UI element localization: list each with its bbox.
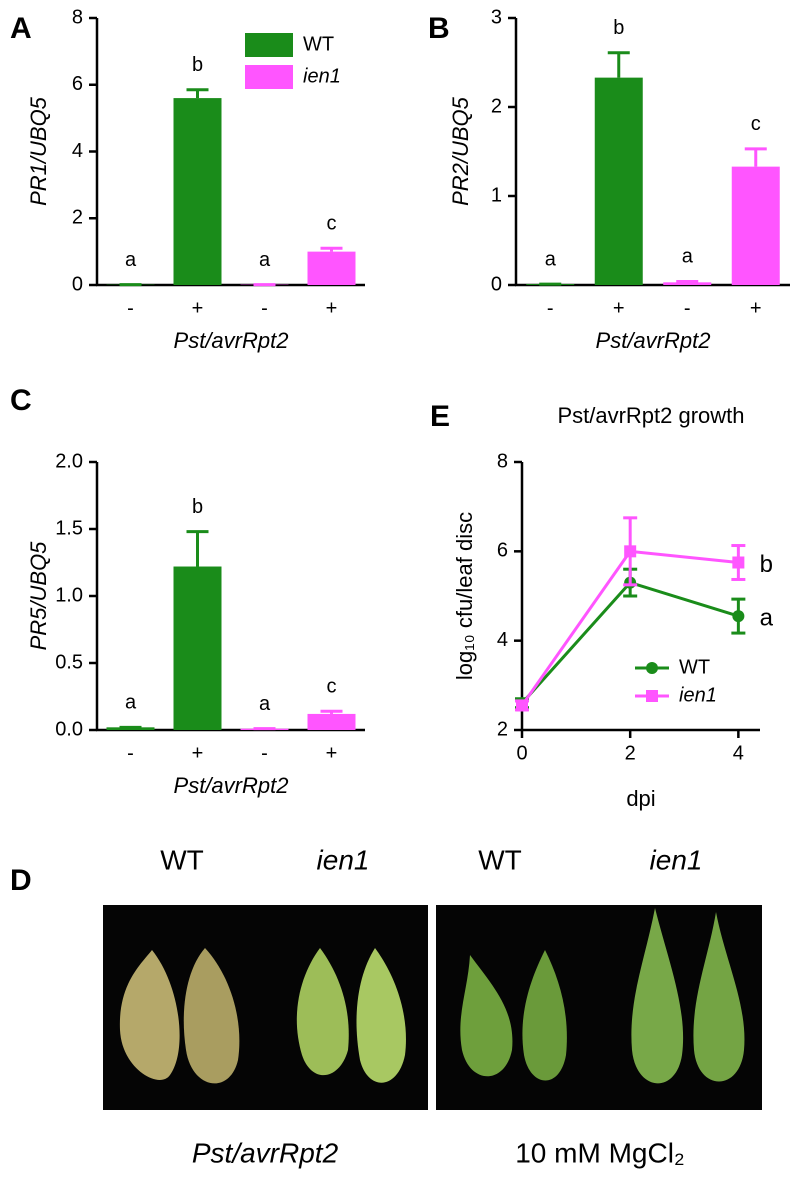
y-tick-label: 4 [497,629,508,651]
y-tick-label: 0 [491,273,502,295]
annotation: b [192,496,203,518]
x-tick-label: + [326,297,338,319]
legend-marker [646,662,658,674]
column-label: WT [160,844,204,875]
column-label: ien1 [317,844,370,875]
annotation: b [760,551,773,578]
panel-label: D [10,864,32,897]
y-axis-label: PR2/UBQ5 [448,96,473,206]
x-axis-label: Pst/avrRpt2 [596,328,711,353]
point [732,556,745,569]
point [732,610,745,623]
y-tick-label: 1 [491,184,502,206]
y-tick-label: 1.0 [55,584,83,606]
x-tick-label: - [261,742,268,764]
annotation: b [192,54,203,76]
caption: Pst/avrRpt2 [192,1137,339,1168]
y-tick-label: 0.5 [55,651,83,673]
annotation: c [327,676,337,698]
bar [663,282,712,285]
point [516,699,528,712]
annotation: a [545,248,557,270]
annotation: a [259,693,271,715]
bar [307,713,356,730]
bar [731,166,780,285]
legend-swatch [245,33,293,57]
panel-label: E [430,400,450,433]
x-tick-label: - [684,297,691,319]
x-axis-label: dpi [626,786,655,811]
legend-label: WT [303,33,334,55]
caption: 10 mM MgCl₂ [515,1137,685,1168]
x-tick-label: + [750,297,762,319]
y-tick-label: 2 [491,95,502,117]
x-axis-label: Pst/avrRpt2 [174,773,289,798]
x-tick-label: - [261,297,268,319]
column-label: WT [478,844,522,875]
column-label: ien1 [650,844,703,875]
panel-label: B [428,12,450,45]
y-tick-label: 0 [72,273,83,295]
y-tick-label: 2 [72,207,83,229]
point [624,545,637,558]
bar [173,98,222,285]
annotation: c [327,213,337,235]
annotation: b [613,17,624,39]
x-tick-label: + [613,297,625,319]
legend-label: ien1 [303,65,341,87]
annotation: a [125,249,137,271]
chart-title: Pst/avrRpt2 growth [557,403,744,428]
bar [307,251,356,285]
y-tick-label: 8 [72,6,83,28]
x-tick-label: + [192,742,204,764]
x-tick-label: 2 [625,742,636,764]
y-tick-label: 2 [497,718,508,740]
x-tick-label: - [127,297,134,319]
x-tick-label: 4 [733,742,744,764]
x-tick-label: - [127,742,134,764]
y-tick-label: 8 [497,450,508,472]
y-tick-label: 6 [72,73,83,95]
y-tick-label: 2.0 [55,450,83,472]
annotation: c [751,113,761,135]
y-tick-label: 3 [491,6,502,28]
leaves [119,908,745,1084]
annotation: a [682,246,694,268]
x-tick-label: 0 [516,742,527,764]
panel-label: A [10,12,32,45]
annotation: a [259,249,271,271]
x-axis-label: Pst/avrRpt2 [174,328,289,353]
bar [594,77,643,285]
photo-panel: D WT ien1 WT ien1 Pst/avrRpt2 10 mM MgCl… [10,844,762,1168]
y-axis-label: log₁₀ cfu/leaf disc [452,512,477,680]
x-tick-label: + [326,742,338,764]
panel-label: C [10,384,32,417]
y-axis-label: PR5/UBQ5 [26,541,51,651]
y-axis-label: PR1/UBQ5 [26,96,51,206]
x-tick-label: - [547,297,554,319]
bar [173,566,222,730]
y-tick-label: 4 [72,140,83,162]
y-tick-label: 6 [497,540,508,562]
annotation: a [125,692,137,714]
y-tick-label: 1.5 [55,517,83,539]
legend-label: ien1 [679,684,717,706]
y-tick-label: 0.0 [55,718,83,740]
legend-swatch [245,65,293,89]
annotation: a [760,604,774,631]
x-tick-label: + [192,297,204,319]
legend-marker [646,690,658,702]
legend-label: WT [679,656,710,678]
